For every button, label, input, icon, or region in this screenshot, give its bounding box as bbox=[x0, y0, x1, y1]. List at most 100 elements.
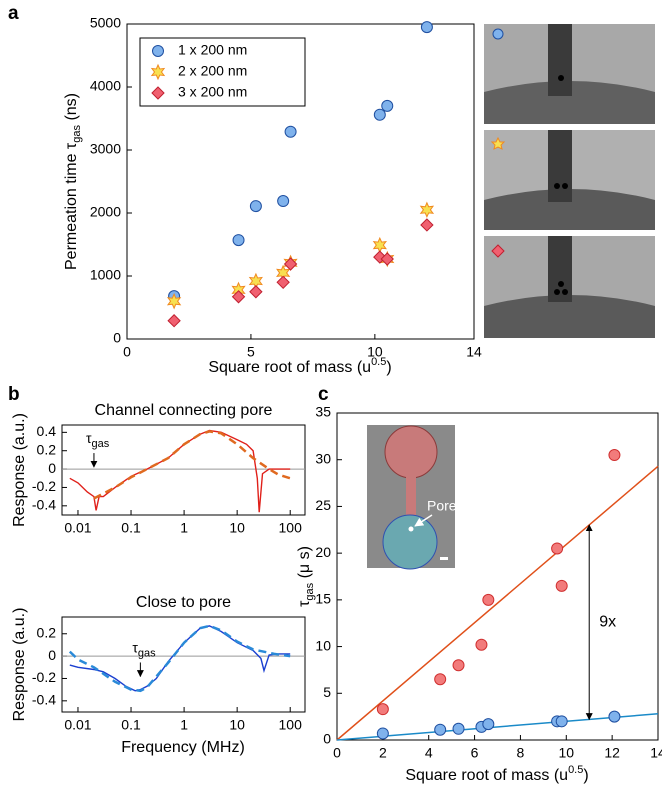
y-axis-label: τgas (μ s) bbox=[296, 546, 316, 607]
y-tick-label: -0.2 bbox=[32, 478, 56, 494]
y-tick-label: 3000 bbox=[90, 141, 121, 157]
circle-marker bbox=[376, 703, 389, 716]
y-tick-label: -0.4 bbox=[32, 692, 56, 708]
y-tick-label: 4000 bbox=[90, 78, 121, 94]
x-tick-label: 0 bbox=[123, 344, 131, 360]
circle-marker bbox=[555, 715, 568, 728]
x-axis-label-part: 0.5 bbox=[371, 356, 386, 368]
series-line bbox=[93, 430, 291, 500]
circle-marker bbox=[551, 542, 564, 555]
y-axis-label-part: Response (a.u.) bbox=[11, 413, 28, 527]
circle-marker bbox=[608, 449, 621, 462]
y-axis-label: Response (a.u.) bbox=[11, 413, 28, 527]
x-tick-label: 0.01 bbox=[64, 717, 91, 733]
diamond-marker bbox=[231, 290, 246, 304]
circle-marker bbox=[381, 99, 394, 112]
circle-marker bbox=[452, 659, 465, 672]
x-axis-label-part: ) bbox=[583, 767, 588, 784]
y-tick-label: 0.2 bbox=[37, 624, 57, 640]
x-tick-label: 4 bbox=[425, 745, 433, 761]
plot-frame bbox=[61, 424, 306, 516]
circle-marker bbox=[482, 718, 495, 731]
diamond-marker bbox=[151, 86, 165, 100]
y-tick-label: -0.4 bbox=[32, 497, 56, 513]
y-axis-label-part: gas bbox=[71, 125, 83, 143]
circle-marker bbox=[420, 21, 433, 34]
y-tick-label: 2000 bbox=[90, 204, 121, 220]
y-axis-label-part: gas bbox=[304, 582, 316, 600]
diamond-marker bbox=[283, 257, 298, 271]
star-marker bbox=[419, 201, 435, 219]
x-axis-label-part: Frequency (MHz) bbox=[121, 739, 245, 756]
y-axis-label: Response (a.u.) bbox=[11, 608, 28, 722]
circle-marker bbox=[152, 45, 164, 57]
chart-title: Channel connecting pore bbox=[95, 402, 273, 419]
x-axis-label: Square root of mass (u0.5) bbox=[208, 356, 391, 376]
y-axis-label-part: τ bbox=[296, 600, 313, 607]
diamond-marker bbox=[420, 218, 434, 232]
x-tick-label: 100 bbox=[279, 520, 303, 536]
inset-image bbox=[367, 425, 455, 570]
x-axis-label: Square root of mass (u0.5) bbox=[405, 764, 588, 784]
panel-label: c bbox=[318, 384, 329, 405]
star-marker bbox=[372, 236, 387, 254]
x-tick-label: 14 bbox=[466, 344, 482, 360]
fit-line bbox=[336, 465, 659, 741]
x-tick-label: 6 bbox=[471, 745, 479, 761]
circle-marker bbox=[232, 234, 245, 247]
plot-frame bbox=[61, 616, 306, 713]
x-axis-label: Frequency (MHz) bbox=[121, 739, 245, 756]
series-line bbox=[69, 625, 291, 692]
panel-label: a bbox=[8, 3, 19, 24]
circle-marker bbox=[376, 727, 389, 740]
x-axis-label-part: 0.5 bbox=[568, 764, 583, 776]
diamond-marker bbox=[249, 285, 263, 299]
y-tick-label: 30 bbox=[315, 450, 331, 466]
x-tick-label: 0.01 bbox=[64, 520, 91, 536]
legend-label: 1 x 200 nm bbox=[178, 42, 247, 58]
y-tick-label: 0.2 bbox=[37, 441, 57, 457]
y-tick-label: 20 bbox=[315, 544, 331, 560]
inset-label: Pore bbox=[427, 498, 457, 514]
y-axis-label-part: Permeation time τ bbox=[63, 142, 80, 270]
annotation: τgas bbox=[86, 430, 110, 450]
chart-title: Close to pore bbox=[136, 594, 231, 611]
x-tick-label: 2 bbox=[379, 745, 387, 761]
legend-label: 2 x 200 nm bbox=[178, 63, 247, 79]
annotation-part: τ bbox=[86, 430, 92, 446]
x-tick-label: 0.1 bbox=[121, 520, 141, 536]
plot-frame bbox=[336, 412, 659, 741]
y-tick-label: 0 bbox=[113, 330, 121, 346]
y-tick-label: 0 bbox=[48, 460, 56, 476]
y-tick-label: 0 bbox=[323, 731, 331, 747]
x-tick-label: 10 bbox=[229, 717, 245, 733]
plot-frame bbox=[126, 23, 475, 340]
y-tick-label: 10 bbox=[315, 637, 331, 653]
legend-box bbox=[139, 37, 306, 107]
legend-label: 3 x 200 nm bbox=[178, 84, 247, 100]
circle-marker bbox=[452, 722, 465, 735]
y-tick-label: 5 bbox=[323, 684, 331, 700]
diamond-marker bbox=[276, 275, 290, 290]
diamond-marker bbox=[167, 314, 181, 328]
y-tick-label: 5000 bbox=[90, 15, 121, 31]
x-tick-label: 5 bbox=[247, 344, 255, 360]
x-tick-label: 14 bbox=[650, 745, 662, 761]
y-axis-label: Permeation time τgas (ns) bbox=[63, 93, 83, 270]
x-tick-label: 12 bbox=[604, 745, 620, 761]
x-tick-label: 8 bbox=[517, 745, 525, 761]
y-tick-label: 1000 bbox=[90, 267, 121, 283]
y-tick-label: 0.4 bbox=[37, 423, 57, 439]
x-tick-label: 10 bbox=[367, 344, 383, 360]
x-tick-label: 10 bbox=[229, 520, 245, 536]
circle-marker bbox=[277, 195, 290, 208]
y-tick-label: -0.2 bbox=[32, 669, 56, 685]
x-tick-label: 10 bbox=[558, 745, 574, 761]
y-axis-label-part: (μ s) bbox=[296, 546, 313, 583]
circle-marker bbox=[434, 673, 447, 686]
circle-marker bbox=[555, 579, 568, 592]
fit-line bbox=[336, 713, 659, 741]
x-tick-label: 100 bbox=[279, 717, 303, 733]
